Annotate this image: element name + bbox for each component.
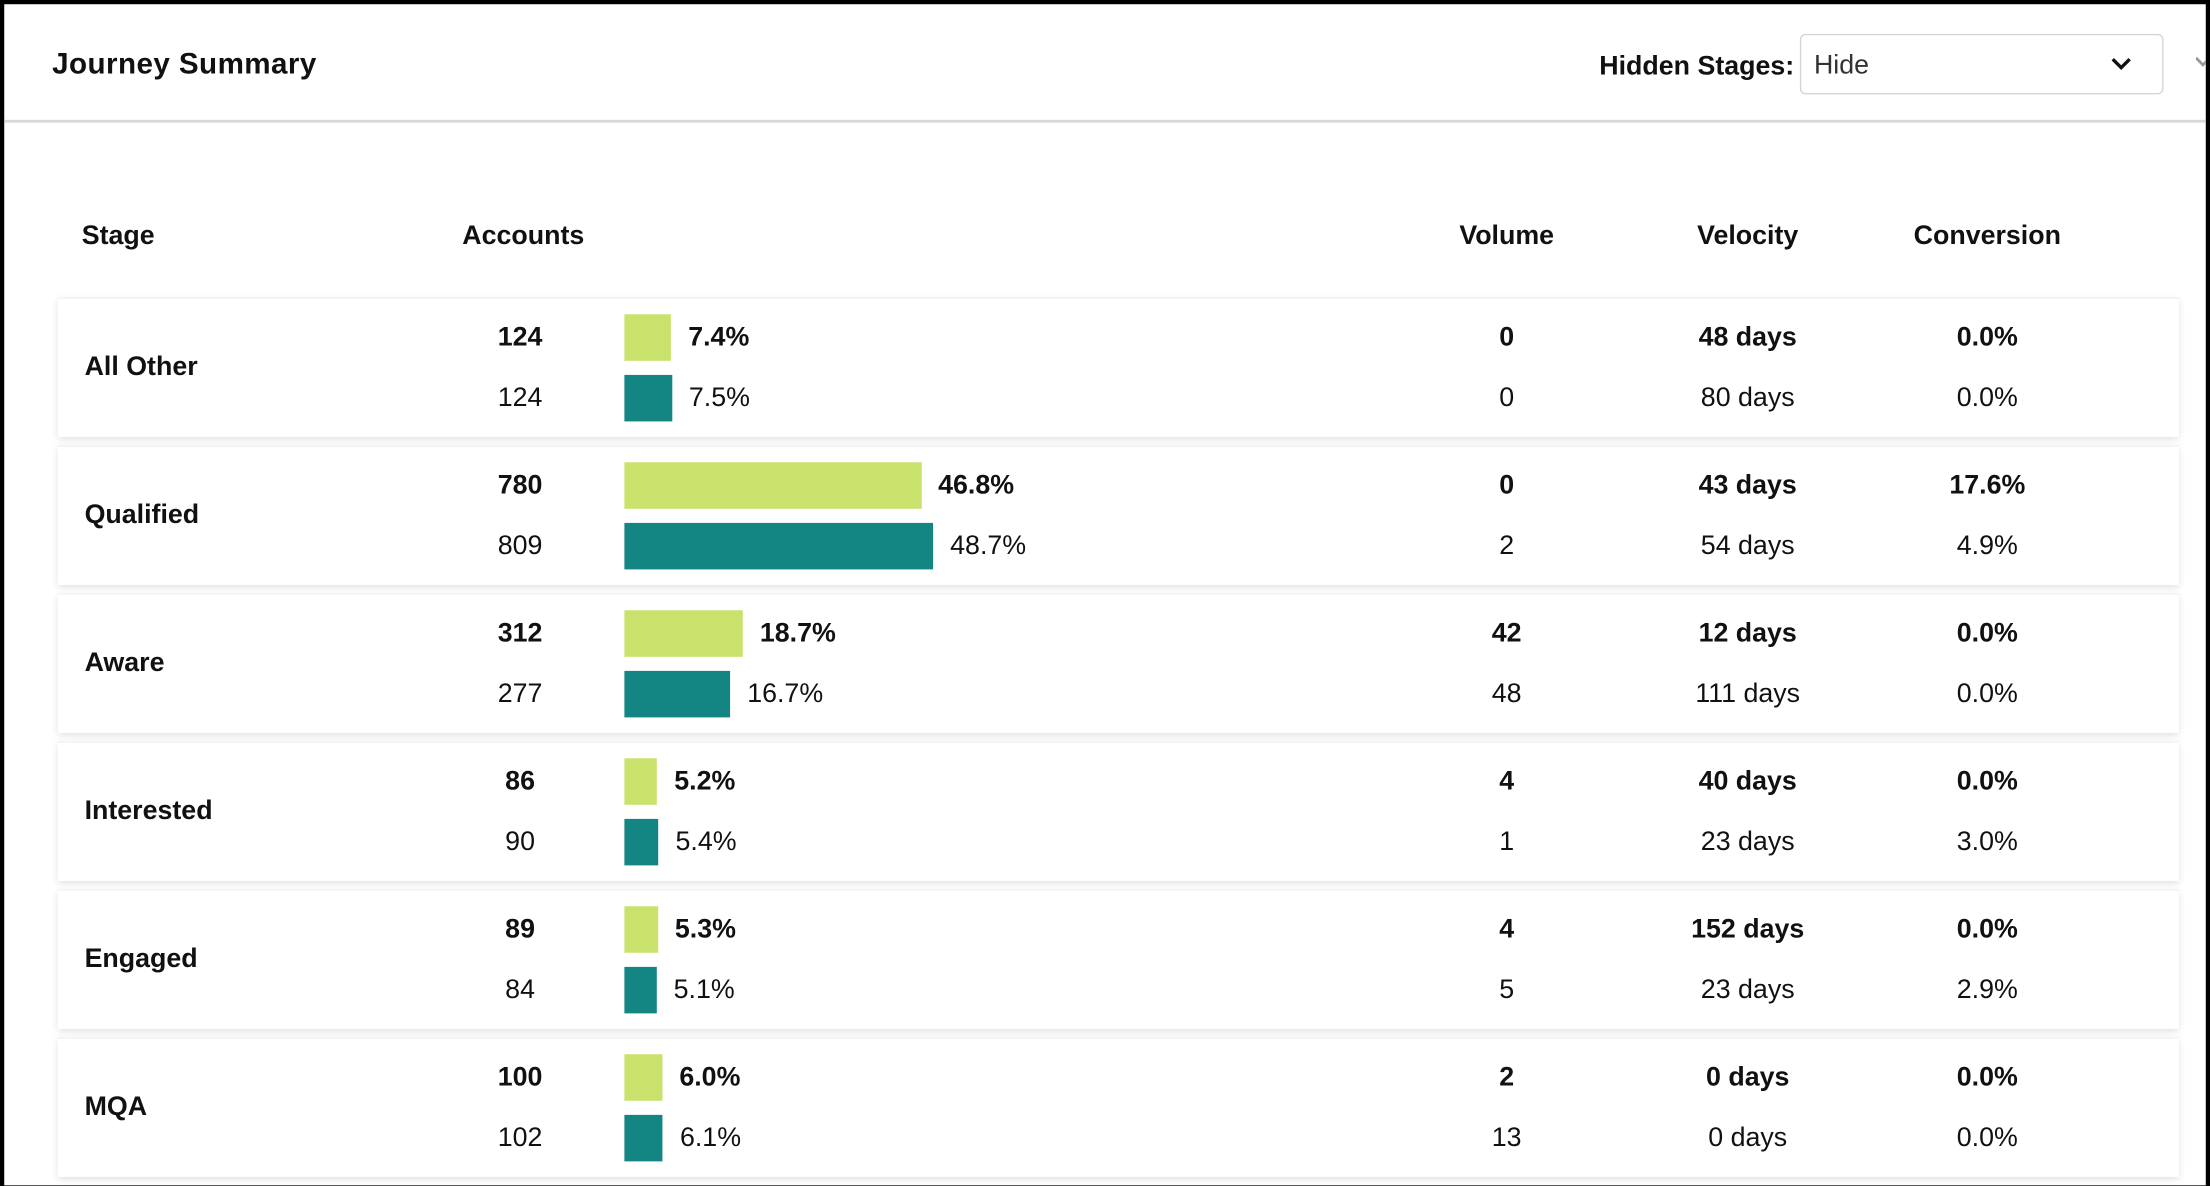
previous-share-label: 5.1% (673, 975, 735, 1005)
current-share-label: 6.0% (679, 1062, 741, 1093)
previous-share-label: 6.1% (679, 1123, 742, 1153)
stage-name: Aware (84, 648, 165, 678)
previous-velocity: 111 days (1695, 679, 1801, 709)
current-velocity: 0 days (1706, 1062, 1790, 1093)
current-velocity: 40 days (1698, 766, 1797, 797)
current-share-bar (624, 314, 672, 361)
column-header-accounts: Accounts (462, 221, 585, 251)
current-accounts: 780 (497, 470, 543, 501)
current-conversion: 0.0% (1956, 618, 2018, 649)
column-header-volume: Volume (1459, 221, 1555, 251)
journey-summary-panel: Journey Summary Hidden Stages: Hide Stag… (4, 4, 2206, 1186)
previous-accounts: 809 (497, 531, 543, 561)
stage-name: MQA (84, 1092, 148, 1122)
current-velocity: 43 days (1698, 470, 1797, 501)
stage-row[interactable]: Aware 312 18.7% 42 12 days 0.0% 277 16.7% 48 111 … (57, 593, 2179, 733)
stage-row[interactable]: Interested 86 5.2% 4 40 days 0.0% 90 5.4% 1 23 da… (57, 741, 2179, 881)
previous-accounts: 277 (497, 679, 543, 709)
current-conversion: 0.0% (1956, 322, 2018, 353)
previous-accounts: 124 (497, 383, 543, 413)
previous-share-bar (624, 670, 731, 718)
current-accounts: 312 (497, 618, 543, 649)
previous-volume: 1 (1499, 827, 1515, 857)
previous-velocity: 23 days (1700, 975, 1795, 1005)
previous-share-bar (624, 1114, 664, 1162)
current-share-label: 7.4% (688, 322, 750, 353)
current-accounts: 124 (497, 322, 543, 353)
hidden-stages-label: Hidden Stages: (1599, 52, 1795, 82)
stage-row[interactable]: Engaged 89 5.3% 4 152 days 0.0% 84 5.1% 5 23 days… (57, 889, 2179, 1029)
current-volume: 2 (1499, 1062, 1515, 1093)
previous-share-bar (624, 374, 672, 422)
previous-conversion: 0.0% (1956, 383, 2018, 413)
previous-share-bar (624, 522, 934, 570)
hidden-stages-select[interactable]: Hide (1799, 33, 2164, 95)
current-share-bar (624, 610, 743, 657)
current-volume: 0 (1499, 322, 1515, 353)
current-share-bar (624, 462, 922, 509)
stage-row[interactable]: All Other 124 7.4% 0 48 days 0.0% 124 7.5% 0 80 d… (57, 297, 2179, 437)
current-volume: 42 (1491, 618, 1522, 649)
current-share-bar (624, 758, 658, 805)
current-accounts: 86 (505, 766, 535, 797)
previous-share-label: 16.7% (747, 679, 824, 709)
current-conversion: 0.0% (1956, 914, 2018, 945)
current-velocity: 12 days (1698, 618, 1797, 649)
previous-share-label: 7.5% (688, 383, 750, 413)
current-accounts: 100 (497, 1062, 543, 1093)
current-share-bar (624, 906, 658, 953)
previous-velocity: 23 days (1700, 827, 1795, 857)
previous-conversion: 0.0% (1956, 1123, 2018, 1153)
chevron-down-icon (2195, 56, 2206, 67)
current-conversion: 0.0% (1956, 766, 2018, 797)
hidden-stages-value: Hide (1813, 50, 1870, 81)
previous-share-label: 48.7% (950, 531, 1027, 561)
previous-share-label: 5.4% (675, 827, 737, 857)
previous-velocity: 0 days (1708, 1123, 1788, 1153)
current-conversion: 17.6% (1949, 470, 2026, 501)
current-share-label: 5.2% (674, 766, 736, 797)
current-conversion: 0.0% (1956, 1062, 2018, 1093)
stage-name: Interested (84, 796, 213, 826)
stage-name: All Other (84, 352, 198, 382)
current-share-label: 46.8% (938, 470, 1015, 501)
current-accounts: 89 (505, 914, 535, 945)
current-volume: 4 (1499, 914, 1515, 945)
previous-velocity: 54 days (1700, 531, 1795, 561)
previous-conversion: 2.9% (1956, 975, 2018, 1005)
previous-share-bar (624, 818, 659, 866)
previous-volume: 5 (1499, 975, 1515, 1005)
previous-conversion: 4.9% (1956, 531, 2018, 561)
panel-header: Journey Summary Hidden Stages: Hide (4, 4, 2206, 123)
stage-name: Engaged (84, 944, 198, 974)
previous-share-bar (624, 966, 657, 1014)
column-header-velocity: Velocity (1697, 221, 1799, 251)
previous-volume: 48 (1491, 679, 1522, 709)
current-share-label: 18.7% (759, 618, 836, 649)
current-velocity: 152 days (1691, 914, 1805, 945)
previous-volume: 2 (1499, 531, 1515, 561)
previous-volume: 0 (1499, 383, 1515, 413)
stage-name: Qualified (84, 500, 200, 530)
previous-volume: 13 (1491, 1123, 1522, 1153)
previous-conversion: 0.0% (1956, 679, 2018, 709)
column-header-stage: Stage (81, 221, 155, 251)
stage-row[interactable]: Qualified 780 46.8% 0 43 days 17.6% 809 48.7% 2 5… (57, 445, 2179, 585)
current-volume: 4 (1499, 766, 1515, 797)
current-share-label: 5.3% (674, 914, 736, 945)
chevron-down-icon (2111, 58, 2131, 71)
stage-row[interactable]: MQA 100 6.0% 2 0 days 0.0% 102 6.1% 13 0 days 0.0% (57, 1037, 2179, 1177)
column-header-conversion: Conversion (1913, 221, 2061, 251)
page-title: Journey Summary (52, 47, 317, 81)
current-volume: 0 (1499, 470, 1515, 501)
current-share-bar (624, 1054, 663, 1101)
previous-accounts: 102 (497, 1123, 543, 1153)
previous-accounts: 84 (505, 975, 535, 1005)
previous-conversion: 3.0% (1956, 827, 2018, 857)
previous-accounts: 90 (505, 827, 535, 857)
previous-velocity: 80 days (1700, 383, 1795, 413)
current-velocity: 48 days (1698, 322, 1797, 353)
